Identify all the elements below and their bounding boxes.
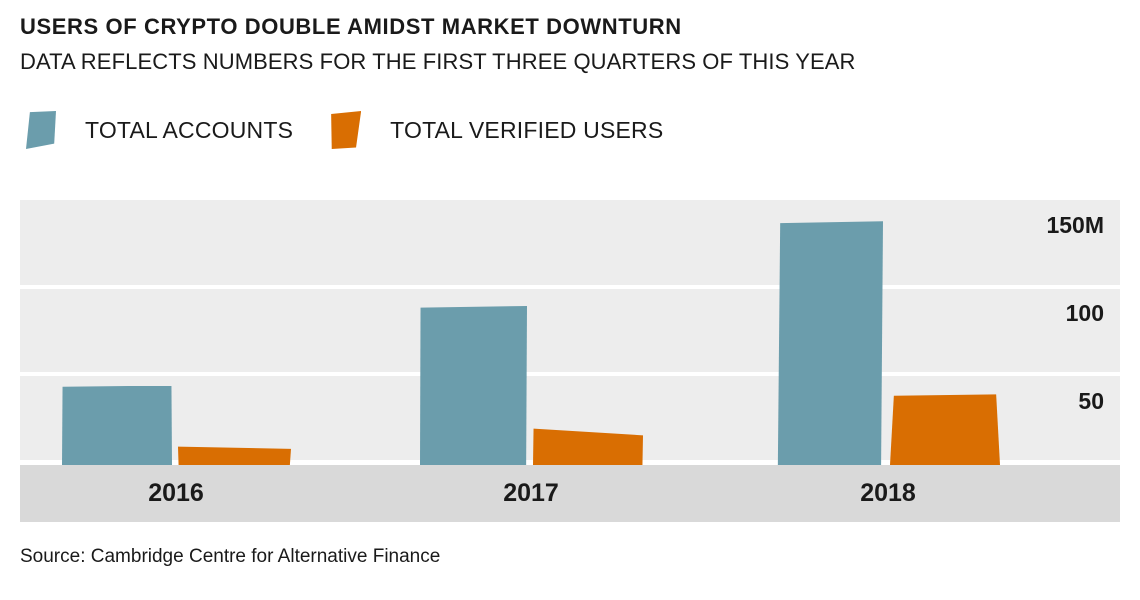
y-axis-tick-150m: 150M	[1046, 212, 1104, 238]
page-subtitle: DATA REFLECTS NUMBERS FOR THE FIRST THRE…	[20, 49, 856, 74]
legend-label-total-accounts: TOTAL ACCOUNTS	[85, 116, 294, 143]
plot-area: 150M 100 50	[20, 200, 1120, 465]
bar-total-accounts-2016	[62, 385, 172, 465]
source-note: Source: Cambridge Centre for Alternative…	[20, 546, 441, 567]
total-verified-users-swatch-icon	[331, 111, 362, 149]
bar-total-verified-users-2016	[178, 446, 291, 465]
bar-total-verified-users-2017	[533, 428, 643, 465]
x-axis-label-2016: 2016	[148, 479, 204, 507]
grid-band-100-150	[20, 200, 1120, 285]
bar-total-verified-users-2018	[890, 394, 1000, 465]
legend: TOTAL ACCOUNTS TOTAL VERIFIED USERS	[26, 111, 663, 149]
x-axis-label-2017: 2017	[503, 479, 559, 507]
y-axis-tick-100: 100	[1065, 300, 1104, 326]
bar-total-accounts-2018	[777, 221, 883, 465]
total-accounts-swatch-icon	[26, 111, 56, 149]
legend-item-total-verified-users: TOTAL VERIFIED USERS	[331, 111, 663, 149]
y-axis-tick-50: 50	[1078, 388, 1104, 414]
page-title: USERS OF CRYPTO DOUBLE AMIDST MARKET DOW…	[20, 14, 682, 39]
bar-total-accounts-2017	[420, 306, 527, 465]
x-axis-band: 2016 2017 2018	[20, 465, 1120, 522]
grid-band-50-100	[20, 289, 1120, 372]
legend-label-total-verified-users: TOTAL VERIFIED USERS	[390, 116, 664, 143]
legend-item-total-accounts: TOTAL ACCOUNTS	[26, 111, 293, 149]
x-axis-label-2018: 2018	[860, 479, 916, 507]
